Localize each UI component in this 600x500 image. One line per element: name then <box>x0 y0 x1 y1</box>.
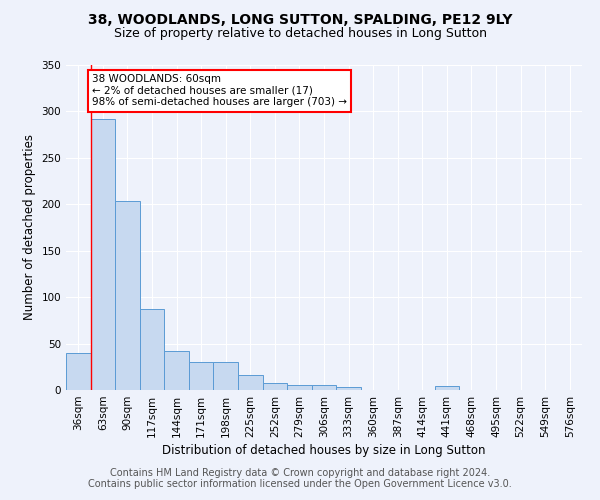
Bar <box>91 119 115 390</box>
Text: Contains public sector information licensed under the Open Government Licence v3: Contains public sector information licen… <box>88 479 512 489</box>
Bar <box>140 309 164 390</box>
Bar <box>238 375 263 390</box>
Bar <box>263 382 287 390</box>
Bar <box>214 362 238 390</box>
Text: 38, WOODLANDS, LONG SUTTON, SPALDING, PE12 9LY: 38, WOODLANDS, LONG SUTTON, SPALDING, PE… <box>88 12 512 26</box>
Text: 38 WOODLANDS: 60sqm
← 2% of detached houses are smaller (17)
98% of semi-detache: 38 WOODLANDS: 60sqm ← 2% of detached hou… <box>92 74 347 108</box>
Bar <box>66 353 91 390</box>
Bar <box>336 387 361 390</box>
Bar <box>434 386 459 390</box>
Text: Contains HM Land Registry data © Crown copyright and database right 2024.: Contains HM Land Registry data © Crown c… <box>110 468 490 477</box>
Bar <box>189 362 214 390</box>
Text: Size of property relative to detached houses in Long Sutton: Size of property relative to detached ho… <box>113 28 487 40</box>
Bar <box>164 351 189 390</box>
X-axis label: Distribution of detached houses by size in Long Sutton: Distribution of detached houses by size … <box>162 444 486 457</box>
Bar <box>115 200 140 390</box>
Bar <box>312 386 336 390</box>
Bar <box>287 386 312 390</box>
Y-axis label: Number of detached properties: Number of detached properties <box>23 134 36 320</box>
